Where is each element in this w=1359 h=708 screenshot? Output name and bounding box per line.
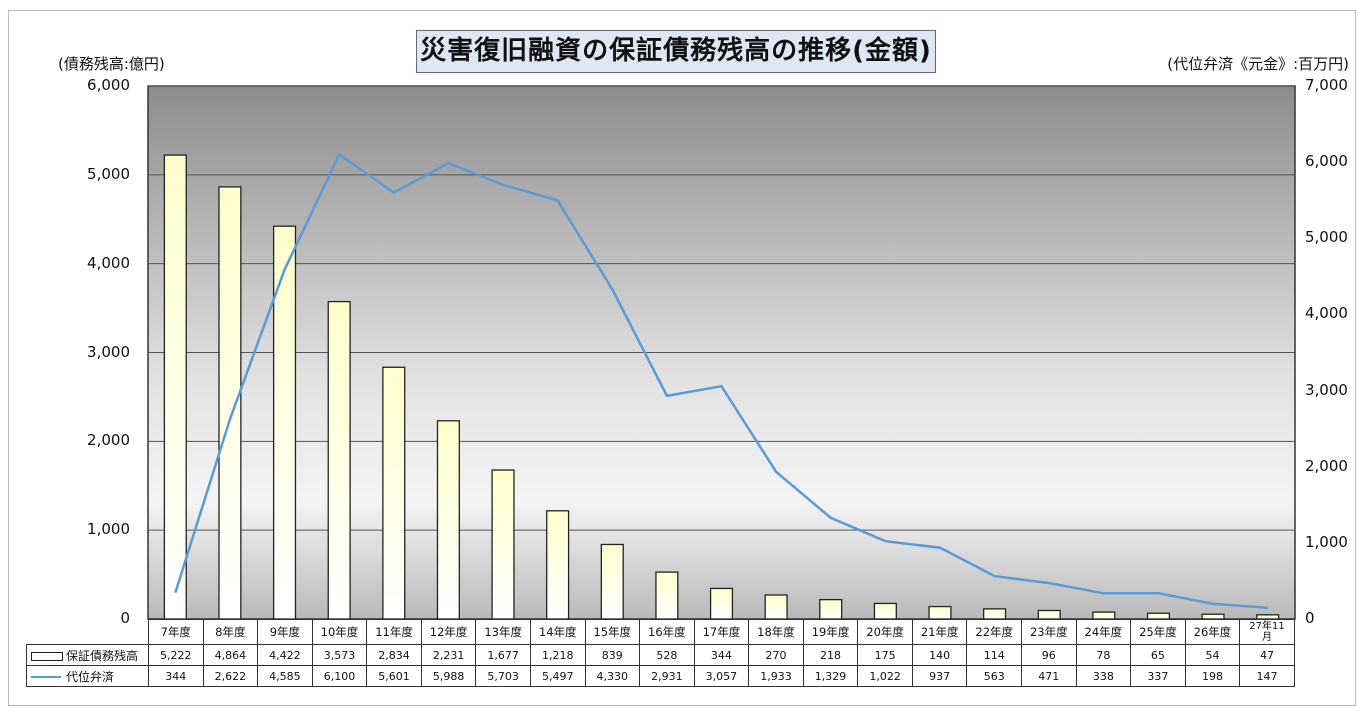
table-corner xyxy=(27,620,149,645)
category-label: 19年度 xyxy=(803,620,858,645)
data-label: 140 xyxy=(912,645,967,666)
data-label: 5,601 xyxy=(367,666,422,687)
data-label: 528 xyxy=(640,645,695,666)
data-label: 4,585 xyxy=(258,666,313,687)
category-label: 20年度 xyxy=(858,620,913,645)
data-label: 2,834 xyxy=(367,645,422,666)
category-label: 24年度 xyxy=(1076,620,1131,645)
data-label: 3,573 xyxy=(312,645,367,666)
bar-保証債務残高 xyxy=(437,421,459,619)
category-label: 17年度 xyxy=(694,620,749,645)
bar-保証債務残高 xyxy=(492,470,514,619)
data-label: 1,022 xyxy=(858,666,913,687)
category-label: 15年度 xyxy=(585,620,640,645)
data-label: 4,422 xyxy=(258,645,313,666)
data-label: 1,677 xyxy=(476,645,531,666)
data-label: 5,703 xyxy=(476,666,531,687)
data-label: 270 xyxy=(749,645,804,666)
data-label: 2,622 xyxy=(203,666,258,687)
bar-保証債務残高 xyxy=(274,226,296,619)
data-label: 3,057 xyxy=(694,666,749,687)
table-row-categories: 7年度 8年度 9年度 10年度 11年度 12年度 13年度 14年度 15年度 16年度 17年… xyxy=(27,620,1295,645)
data-label: 5,222 xyxy=(149,645,204,666)
legend-保証債務残高: 保証債務残高 xyxy=(27,645,149,666)
data-label: 147 xyxy=(1240,666,1295,687)
table-row-series-2: 代位弁済 344 2,622 4,585 6,100 5,601 5,988 5,703 5,4… xyxy=(27,666,1295,687)
data-label: 5,497 xyxy=(530,666,585,687)
bar-保証債務残高 xyxy=(711,588,733,619)
data-label: 1,218 xyxy=(530,645,585,666)
category-label: 10年度 xyxy=(312,620,367,645)
category-label: 11年度 xyxy=(367,620,422,645)
bar-保証債務残高 xyxy=(547,511,569,619)
category-label: 12年度 xyxy=(421,620,476,645)
data-label: 114 xyxy=(967,645,1022,666)
category-label: 7年度 xyxy=(149,620,204,645)
category-label: 14年度 xyxy=(530,620,585,645)
legend-代位弁済: 代位弁済 xyxy=(27,666,149,687)
bar-保証債務残高 xyxy=(601,544,623,619)
data-label: 4,330 xyxy=(585,666,640,687)
bar-保証債務残高 xyxy=(1093,612,1115,619)
data-label: 839 xyxy=(585,645,640,666)
category-label: 27年11月 xyxy=(1240,620,1295,645)
bar-保証債務残高 xyxy=(929,607,951,619)
bar-保証債務残高 xyxy=(1038,610,1060,619)
category-label: 26年度 xyxy=(1185,620,1240,645)
data-label: 344 xyxy=(149,666,204,687)
bar-保証債務残高 xyxy=(765,595,787,619)
bar-保証債務残高 xyxy=(820,600,842,619)
category-label: 21年度 xyxy=(912,620,967,645)
data-label: 78 xyxy=(1076,645,1131,666)
category-label: 9年度 xyxy=(258,620,313,645)
category-label: 8年度 xyxy=(203,620,258,645)
bar-保証債務残高 xyxy=(219,187,241,619)
data-label: 2,931 xyxy=(640,666,695,687)
data-label: 47 xyxy=(1240,645,1295,666)
data-label: 563 xyxy=(967,666,1022,687)
data-label: 344 xyxy=(694,645,749,666)
category-label: 13年度 xyxy=(476,620,531,645)
bar-保証債務残高 xyxy=(656,572,678,619)
legend-label: 代位弁済 xyxy=(66,670,114,684)
bar-保証債務残高 xyxy=(383,367,405,619)
data-label: 471 xyxy=(1022,666,1077,687)
data-label: 5,988 xyxy=(421,666,476,687)
data-label: 175 xyxy=(858,645,913,666)
data-label: 65 xyxy=(1131,645,1186,666)
data-label: 218 xyxy=(803,645,858,666)
category-label: 23年度 xyxy=(1022,620,1077,645)
legend-swatch-line xyxy=(31,676,61,678)
data-label: 1,933 xyxy=(749,666,804,687)
data-label: 4,864 xyxy=(203,645,258,666)
data-label: 54 xyxy=(1185,645,1240,666)
data-label: 96 xyxy=(1022,645,1077,666)
data-table: 7年度 8年度 9年度 10年度 11年度 12年度 13年度 14年度 15年度 16年度 17年… xyxy=(26,619,1295,687)
data-label: 2,231 xyxy=(421,645,476,666)
bar-保証債務残高 xyxy=(328,302,350,619)
data-label: 337 xyxy=(1131,666,1186,687)
legend-swatch-bar xyxy=(31,652,63,661)
category-label: 22年度 xyxy=(967,620,1022,645)
table-row-series-1: 保証債務残高 5,222 4,864 4,422 3,573 2,834 2,231 1,67… xyxy=(27,645,1295,666)
category-label: 18年度 xyxy=(749,620,804,645)
category-label: 25年度 xyxy=(1131,620,1186,645)
bar-保証債務残高 xyxy=(984,609,1006,619)
legend-label: 保証債務残高 xyxy=(66,649,138,663)
bar-保証債務残高 xyxy=(164,155,186,619)
data-label: 198 xyxy=(1185,666,1240,687)
data-label: 937 xyxy=(912,666,967,687)
data-label: 6,100 xyxy=(312,666,367,687)
data-label: 1,329 xyxy=(803,666,858,687)
category-label: 16年度 xyxy=(640,620,695,645)
data-label: 338 xyxy=(1076,666,1131,687)
bar-保証債務残高 xyxy=(874,603,896,619)
